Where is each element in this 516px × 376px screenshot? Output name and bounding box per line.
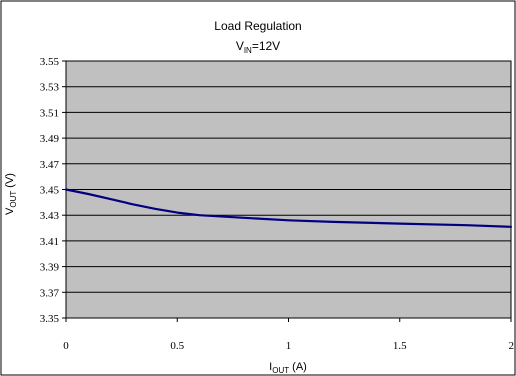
series-line [64,188,513,228]
ylabel-rest: (V) [4,173,16,191]
subtitle-rest: =12V [252,39,280,53]
y-tick-label: 3.35 [40,313,60,325]
y-tick-label: 3.37 [40,287,60,299]
x-tick-label: 1 [286,340,292,352]
y-tick-label: 3.43 [40,210,60,222]
y-tick-label: 3.39 [40,262,60,274]
y-tick-label: 3.51 [40,107,59,119]
ylabel-main: V [4,207,16,215]
y-tick-label: 3.45 [40,185,60,197]
chart-title: Load Regulation [214,19,301,33]
subtitle-main: V [236,39,244,53]
y-tick-label: 3.53 [40,82,60,94]
y-axis-label: VOUT (V) [4,173,18,215]
plot-area: 3.35 3.37 3.39 3.41 3.43 3.45 3.47 3.49 3.51 3.53… [40,56,514,352]
ylabel-sub: OUT [9,191,18,208]
chart-subtitle: VIN=12V [236,39,280,55]
subtitle-sub: IN [244,46,252,55]
xlabel-sub: OUT [272,366,289,375]
x-tick-label: 0 [63,340,69,352]
x-tick-label: 2 [509,340,515,352]
x-tick-label: 1.5 [393,340,407,352]
xlabel-main: I [269,361,272,373]
y-tick-label: 3.41 [40,236,59,248]
x-tick-label: 0.5 [170,340,184,352]
y-tick-label: 3.55 [40,56,60,68]
xlabel-rest: (A) [289,361,307,373]
y-tick-label: 3.47 [40,159,60,171]
x-axis-label: IOUT (A) [269,361,307,375]
y-tick-label: 3.49 [40,133,60,145]
